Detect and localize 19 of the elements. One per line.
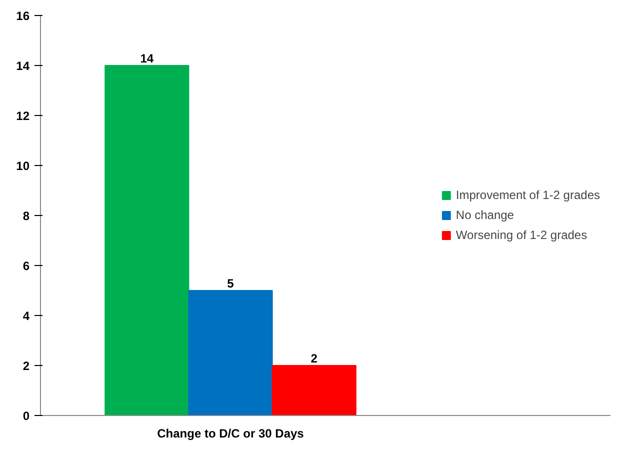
data-label: 2 [310,352,318,366]
y-tick-label: 16 [16,9,30,23]
y-tick-label: 4 [22,309,30,323]
x-tick-label: Change to D/C or 30 Days [157,426,304,440]
y-tick-label: 2 [22,359,30,373]
data-label: 5 [227,276,234,290]
y-tick-label: 0 [22,409,30,423]
y-tick-label: 6 [22,259,30,273]
y-tick-label: 14 [16,59,30,73]
data-label: 14 [140,52,154,66]
y-tick-label: 10 [16,159,30,173]
bar [272,365,356,416]
bar [188,290,273,416]
y-tick-label: 8 [22,209,30,223]
y-tick-label: 12 [16,109,30,123]
bar [104,65,190,416]
legend-label: Worsening of 1-2 grades [456,228,588,242]
legend-label: Improvement of 1-2 grades [456,188,600,202]
legend-label: No change [456,208,514,222]
